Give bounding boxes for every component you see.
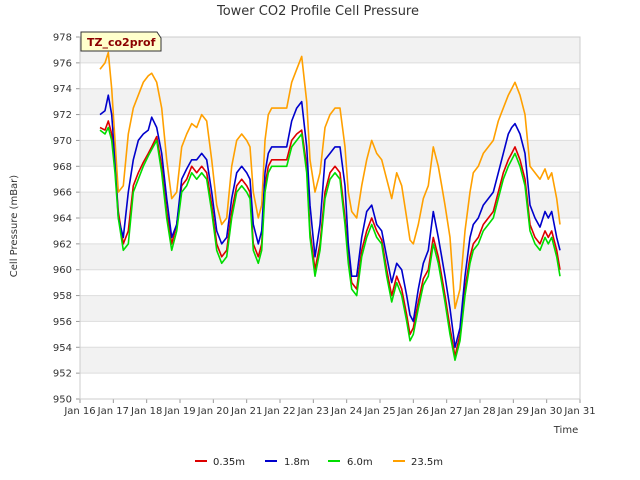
series-tag-label: TZ_co2prof: [87, 36, 156, 49]
x-tick-label: Jan 27: [430, 406, 462, 417]
legend-label: 23.5m: [411, 457, 443, 468]
y-tick-label: 970: [53, 136, 72, 147]
grid-band: [80, 347, 580, 374]
legend-item-23.5m: 23.5m: [393, 457, 443, 468]
y-tick-label: 956: [53, 317, 72, 328]
legend-label: 6.0m: [347, 457, 373, 468]
chart-title: Tower CO2 Profile Cell Pressure: [216, 4, 419, 19]
x-tick-label: Jan 23: [297, 406, 329, 417]
y-tick-label: 964: [53, 214, 72, 225]
x-axis: Jan 16 Jan 17 Jan 18 Jan 19 Jan 20 Jan 21 Jan …: [63, 399, 596, 417]
legend-label: 0.35m: [213, 457, 245, 468]
y-tick-label: 976: [53, 58, 72, 69]
x-tick-label: Jan 17: [97, 406, 129, 417]
grid-band: [80, 295, 580, 322]
series-lines: [99, 51, 561, 362]
legend-item-1.8m: 1.8m: [265, 457, 310, 468]
x-tick-label: Jan 30: [530, 406, 562, 417]
series-tag-box: [80, 31, 162, 52]
x-tick-label: Jan 28: [463, 406, 495, 417]
y-tick-label: 952: [53, 369, 72, 380]
x-tick-label: Jan 18: [130, 406, 162, 417]
x-tick-label: Jan 25: [363, 406, 395, 417]
grid-band: [80, 321, 580, 348]
y-axis: 950 952 954 956 958 960 962 964 966 968 970 972 974 9…: [53, 33, 80, 406]
legend-item-0.35m: 0.35m: [195, 457, 245, 468]
grid-band: [80, 114, 580, 141]
x-tick-label: Jan 21: [230, 406, 262, 417]
x-tick-label: Jan 31: [563, 406, 595, 417]
x-axis-title: Time: [553, 425, 578, 436]
x-tick-label: Jan 19: [163, 406, 195, 417]
y-axis-title: Cell Pressure (mBar): [9, 175, 20, 277]
grid-band: [80, 37, 580, 63]
x-tick-label: Jan 22: [263, 406, 295, 417]
series-line-1.8m: [99, 94, 561, 349]
grid-band: [80, 269, 580, 296]
legend-item-6.0m: 6.0m: [328, 457, 373, 468]
grid-band: [80, 373, 580, 399]
y-tick-label: 962: [53, 239, 72, 250]
plot-frame: [79, 36, 581, 400]
series-line-23.5m: [99, 51, 561, 310]
x-tick-label: Jan 16: [63, 406, 95, 417]
x-tick-label: Jan 20: [197, 406, 229, 417]
y-tick-label: 974: [53, 84, 72, 95]
series-tag: TZ_co2prof: [80, 31, 162, 52]
grid-band: [80, 192, 580, 218]
grid-band: [80, 62, 580, 89]
legend: 0.35m 1.8m 6.0m 23.5m: [195, 457, 443, 468]
grid-band: [80, 88, 580, 115]
x-tick-label: Jan 24: [330, 406, 362, 417]
grid-bands: [80, 36, 580, 400]
y-tick-label: 950: [53, 395, 72, 406]
y-tick-label: 978: [53, 33, 72, 44]
y-tick-label: 968: [53, 162, 72, 173]
y-tick-label: 960: [53, 265, 72, 276]
y-tick-label: 966: [53, 188, 72, 199]
grid-band: [80, 243, 580, 270]
series-line-6.0m: [99, 126, 561, 362]
legend-label: 1.8m: [284, 457, 310, 468]
y-tick-label: 972: [53, 110, 72, 121]
grid-band: [80, 218, 580, 244]
y-tick-label: 958: [53, 291, 72, 302]
x-tick-label: Jan 29: [497, 406, 529, 417]
y-tick-label: 954: [53, 343, 72, 354]
x-tick-label: Jan 26: [397, 406, 429, 417]
